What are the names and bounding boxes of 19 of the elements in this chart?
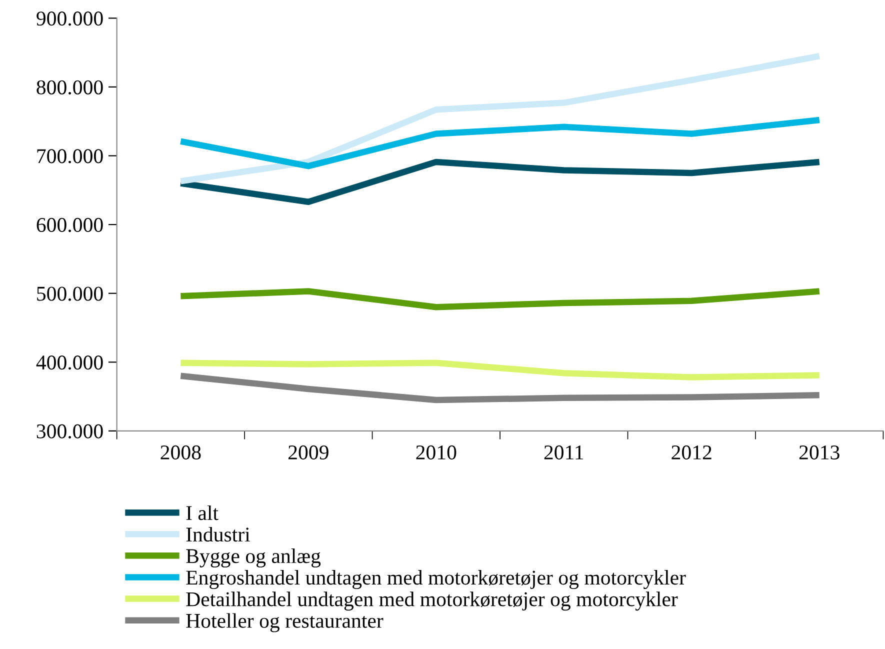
y-tick-label: 600.000 xyxy=(36,218,103,232)
legend-label: I alt xyxy=(186,505,218,520)
x-tick-label: 2009 xyxy=(288,445,328,460)
x-tick-label: 2008 xyxy=(160,445,201,460)
x-tick-label: 2011 xyxy=(544,445,584,460)
y-tick-label: 800.000 xyxy=(36,80,103,94)
legend-label: Bygge og anlæg xyxy=(186,548,321,568)
legend-label: Detailhandel undtagen med motorkøretøjer og motorcykler xyxy=(186,592,678,611)
legend-label: Industri xyxy=(186,526,250,542)
y-tick-label: 400.000 xyxy=(36,356,103,370)
y-tick-label: 900.000 xyxy=(36,12,103,26)
x-tick-label: 2012 xyxy=(672,445,712,460)
x-tick-label: 2010 xyxy=(416,445,456,460)
x-tick-label: 2013 xyxy=(799,445,840,460)
legend-label: Hoteller og restauranter xyxy=(186,613,384,632)
y-tick-label: 500.000 xyxy=(37,286,103,301)
y-tick-label: 300.000 xyxy=(36,424,103,438)
legend-label: Engroshandel undtagen med motorkøretøjer og motorcykler xyxy=(186,570,686,590)
y-tick-label: 700.000 xyxy=(37,149,103,164)
